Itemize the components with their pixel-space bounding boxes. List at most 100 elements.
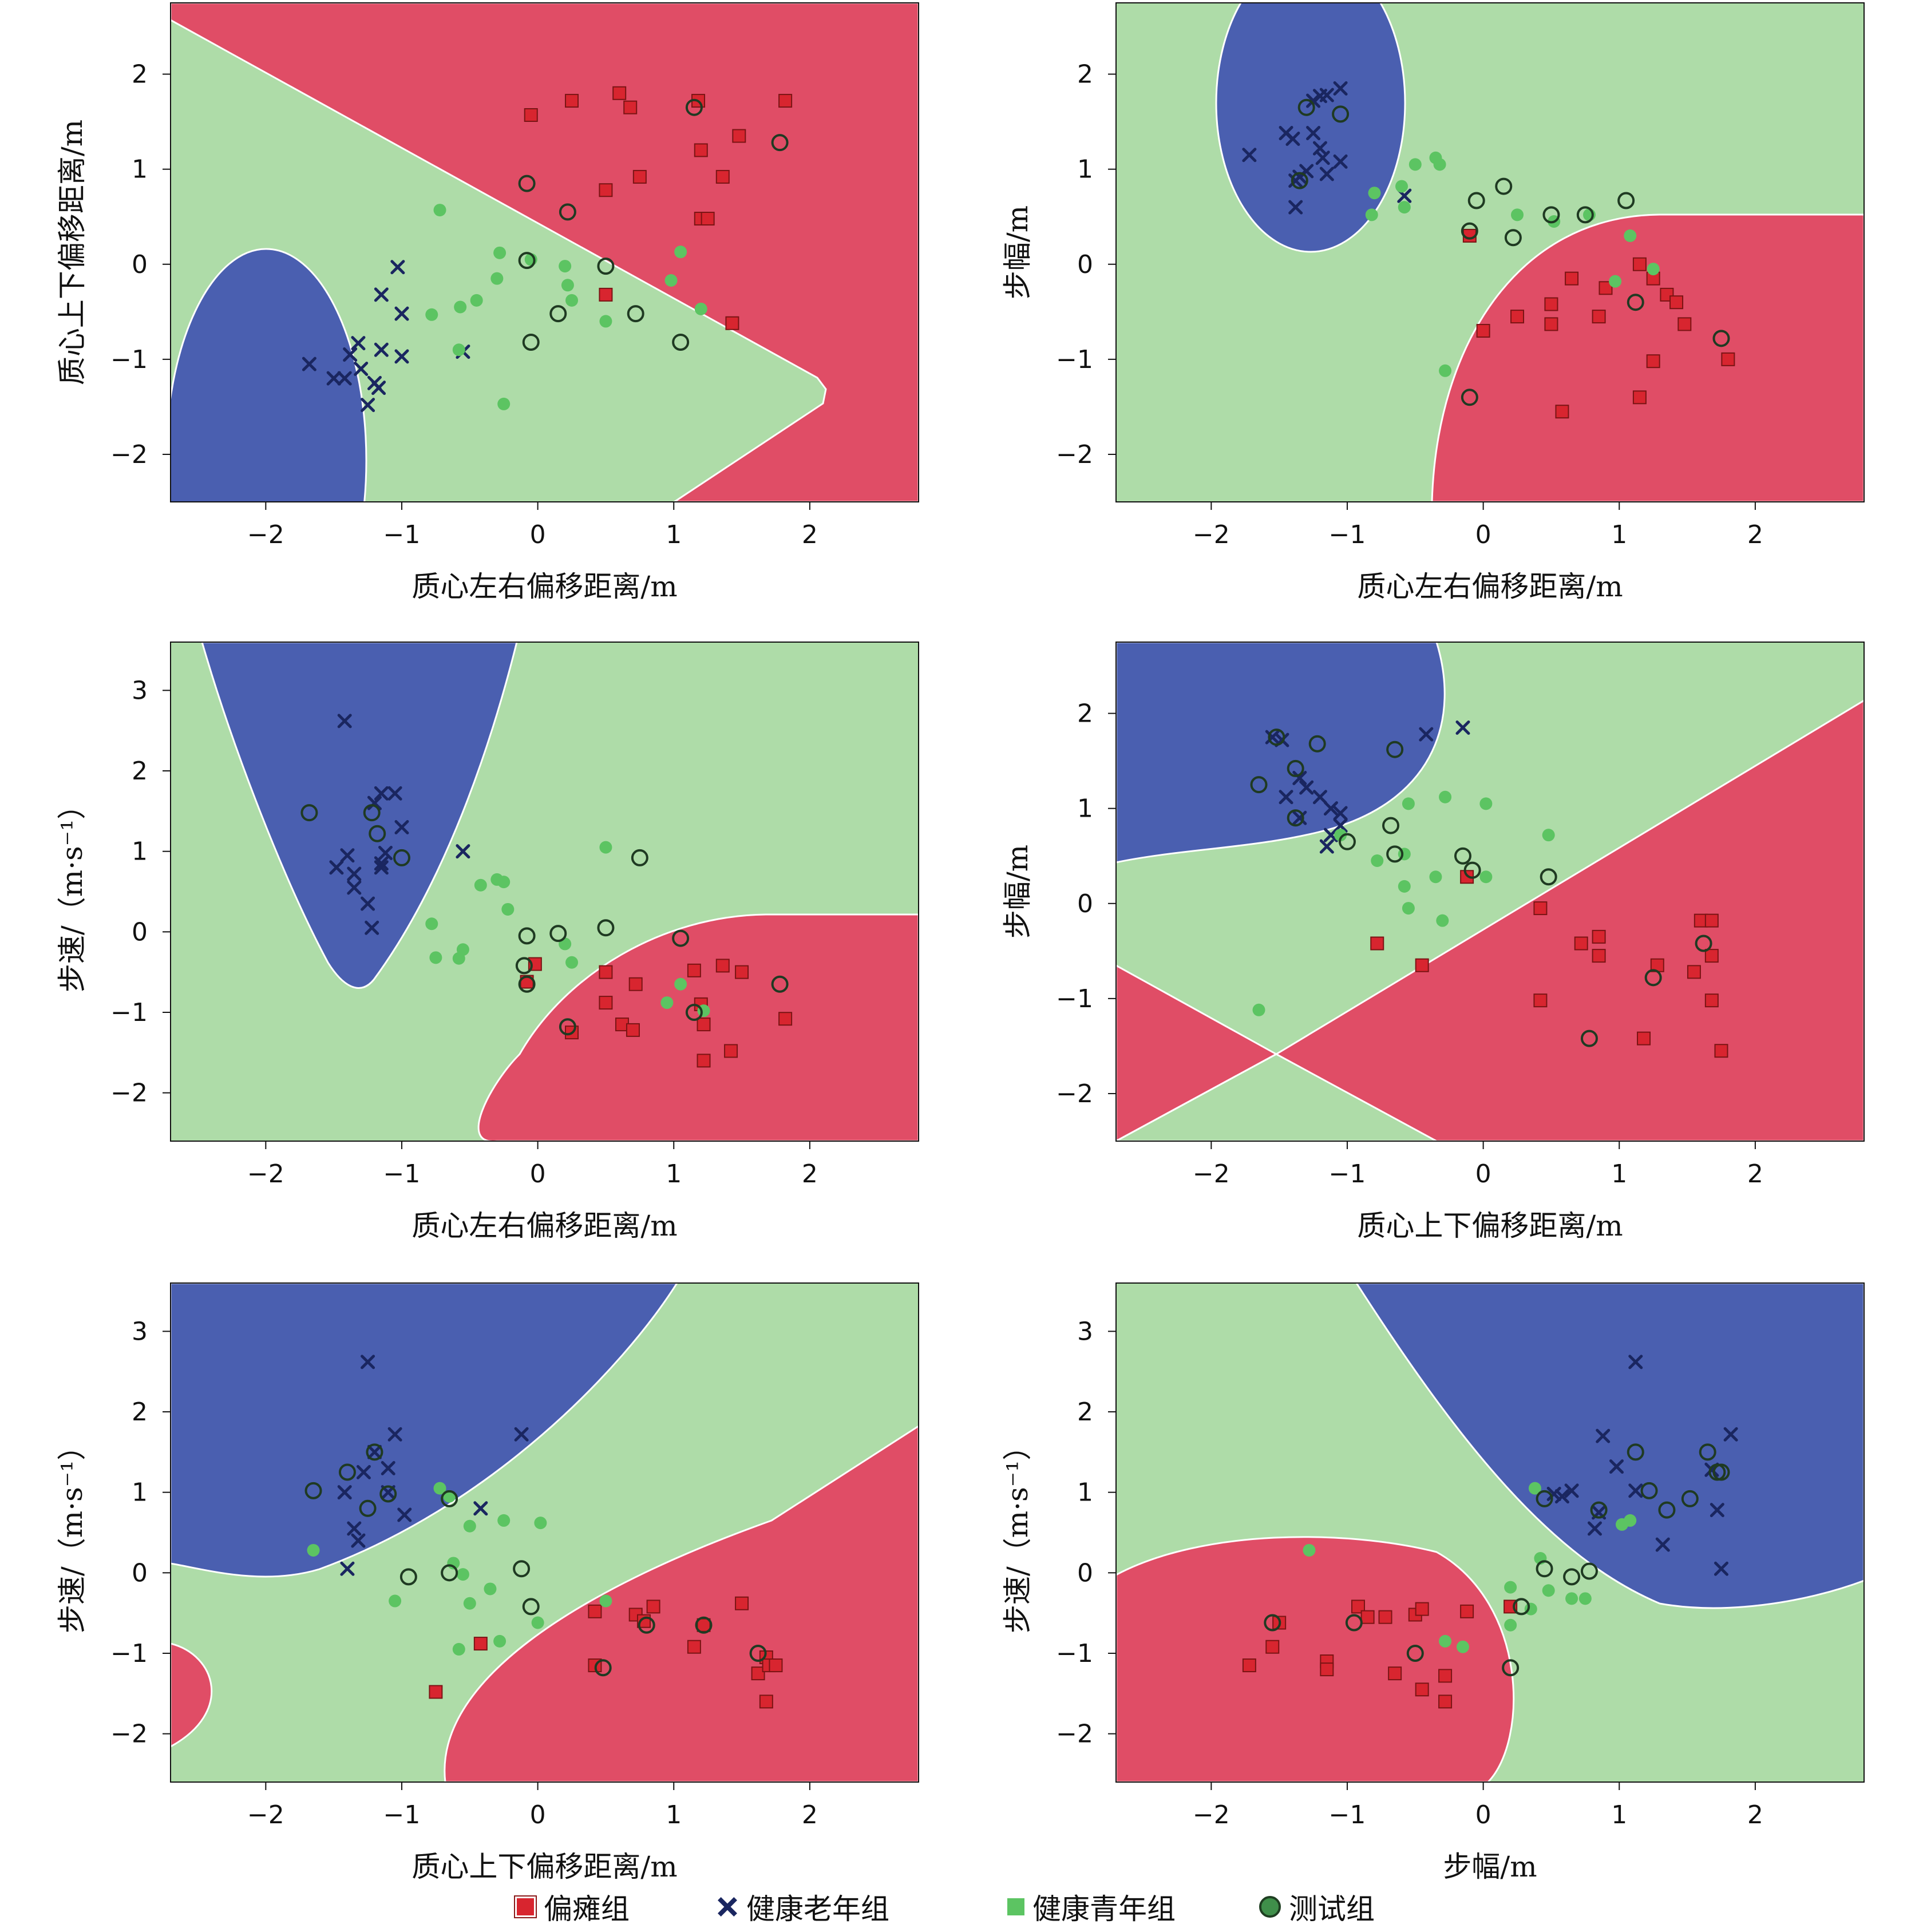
chart-panel-3: −2 −1 0 1 2 3 2 1 0 −1 −2 质心左右偏移距离/m 步速/（m·s⁻¹） [56, 642, 919, 1242]
young-point [1511, 208, 1524, 221]
x-tick-label: −2 [247, 1159, 284, 1189]
decision-regions-4 [1116, 642, 1864, 1141]
hemiplegia-point [1370, 936, 1384, 951]
legend: 偏瘫组 健康老年组 健康青年组 测试组 [515, 1885, 1774, 1929]
x-tick-label: −1 [383, 1800, 421, 1830]
hemiplegia-point [1415, 958, 1429, 972]
young-point [493, 1634, 507, 1648]
elderly-point [1319, 167, 1334, 181]
test-point [1268, 729, 1285, 746]
hemiplegia-point [1632, 257, 1647, 271]
young-point [1252, 1003, 1265, 1016]
x-tick-label: 2 [802, 520, 818, 549]
elderly-point [1655, 1537, 1670, 1552]
legend-item-test: 测试组 [1259, 1885, 1375, 1929]
test-point [1461, 222, 1478, 240]
young-point [1429, 870, 1442, 884]
elderly-point [387, 1427, 402, 1442]
x-tick-label: 1 [666, 520, 682, 549]
test-point [513, 1560, 531, 1578]
hemiplegia-point [1360, 1610, 1375, 1624]
hemiplegia-point [1533, 901, 1548, 916]
x-tick-label: 1 [1611, 1800, 1627, 1830]
hemiplegia-point [1544, 317, 1558, 331]
young-point [534, 1517, 547, 1530]
young-point [484, 1582, 497, 1596]
young-point [1624, 1514, 1637, 1527]
hemiplegia-point [1704, 913, 1719, 928]
hemiplegia-point [1721, 352, 1735, 366]
region-elderly-1 [171, 248, 367, 502]
test-point [1644, 969, 1662, 987]
hemiplegia-point [1510, 310, 1525, 324]
test-point [1406, 1644, 1424, 1662]
y-tick-label: −1 [1056, 345, 1093, 374]
elderly-point [1455, 720, 1470, 735]
test-point [1576, 206, 1594, 224]
test-point [1502, 1659, 1520, 1677]
x-tick-label: −1 [383, 1159, 421, 1189]
test-point [1617, 192, 1635, 209]
test-point [1590, 1501, 1608, 1519]
elderly-point [397, 1507, 412, 1522]
x-axis-label: 质心上下偏移距离/m [1357, 1209, 1623, 1242]
young-point [599, 841, 612, 854]
x-tick-label: 2 [802, 1159, 818, 1189]
elderly-point [378, 845, 393, 860]
elderly-point [1323, 801, 1338, 816]
hemiplegia-point [612, 86, 627, 100]
hemiplegia-point [1476, 324, 1490, 338]
young-point [425, 917, 438, 931]
x-tick-label: 2 [802, 1800, 818, 1830]
test-point [518, 175, 536, 192]
young-point [1647, 263, 1660, 276]
young-point [456, 1568, 469, 1581]
elderly-point [1554, 1489, 1569, 1504]
hemiplegia-point [1704, 949, 1719, 963]
young-point [599, 1594, 612, 1608]
young-point [660, 996, 674, 1009]
elderly-point [514, 1427, 529, 1442]
test-point [1495, 177, 1513, 195]
elderly-point [351, 1533, 366, 1548]
elderly-point [1333, 154, 1348, 169]
hemiplegia-point [1265, 1640, 1280, 1654]
elderly-point [1628, 1483, 1643, 1498]
y-tick-label: 1 [1077, 155, 1093, 184]
young-point [1624, 229, 1637, 242]
young-point [497, 876, 511, 889]
legend-label-test: 测试组 [1289, 1893, 1375, 1926]
data-points-3 [300, 714, 793, 1068]
y-tick-label: 1 [1077, 1478, 1093, 1507]
data-points-1 [302, 86, 793, 413]
young-point [452, 1642, 465, 1656]
elderly-point [326, 371, 341, 386]
young-point [1303, 1543, 1316, 1557]
test-point [1712, 1463, 1730, 1481]
y-tick-label: −2 [110, 440, 148, 469]
test-point [1454, 847, 1471, 865]
test-point [771, 975, 789, 993]
test-point [1386, 741, 1404, 758]
region-elderly-3 [201, 642, 518, 989]
y-tick-label: −2 [1056, 1079, 1093, 1108]
test-point [549, 305, 567, 323]
elderly-point [354, 361, 369, 376]
hemiplegia-point [1242, 1658, 1256, 1673]
elderly-point [374, 786, 389, 801]
hemiplegia-point [701, 212, 715, 226]
elderly-point [340, 1561, 355, 1576]
elderly-point [456, 844, 470, 859]
region-hemiplegia-6 [1116, 1536, 1515, 1782]
young-point [599, 315, 612, 328]
hemiplegia-point [599, 287, 613, 302]
y-tick-label: −2 [1056, 1720, 1093, 1749]
y-tick-label: 1 [132, 155, 148, 184]
test-point [518, 927, 536, 945]
elderly-point [1312, 790, 1327, 805]
young-point [425, 308, 438, 321]
test-point [672, 929, 690, 947]
x-tick-label: 1 [1611, 1159, 1627, 1189]
young-point [1456, 1640, 1469, 1653]
